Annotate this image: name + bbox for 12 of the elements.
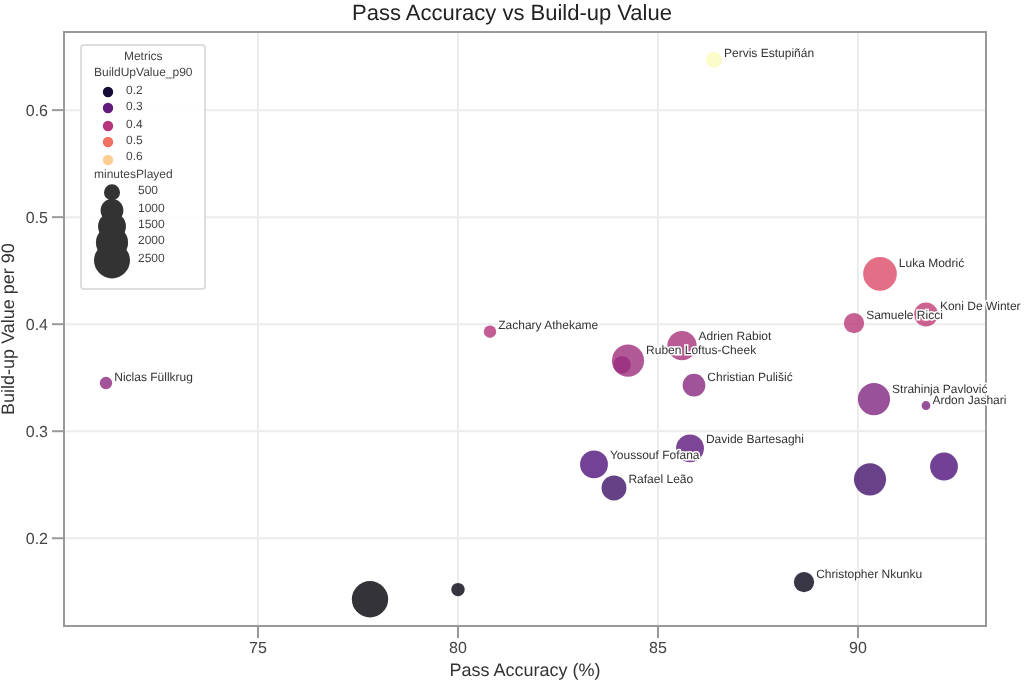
x-axis-title: Pass Accuracy (%) [449, 660, 601, 680]
y-axis-title: Build-up Value per 90 [0, 243, 19, 415]
y-tick-label: 0.4 [25, 315, 50, 334]
y-tick-label: 0.2 [25, 529, 50, 548]
y-tick-label: 0.5 [25, 208, 50, 227]
x-tick-label: 75 [249, 639, 268, 658]
chart-title: Pass Accuracy vs Build-up Value [350, 2, 674, 26]
y-tick-label: 0.6 [25, 101, 50, 120]
y-tick-label: 0.3 [25, 422, 50, 441]
x-tick-label: 80 [449, 639, 468, 658]
x-tick-label: 90 [849, 639, 868, 658]
x-tick-label: 85 [649, 639, 668, 658]
